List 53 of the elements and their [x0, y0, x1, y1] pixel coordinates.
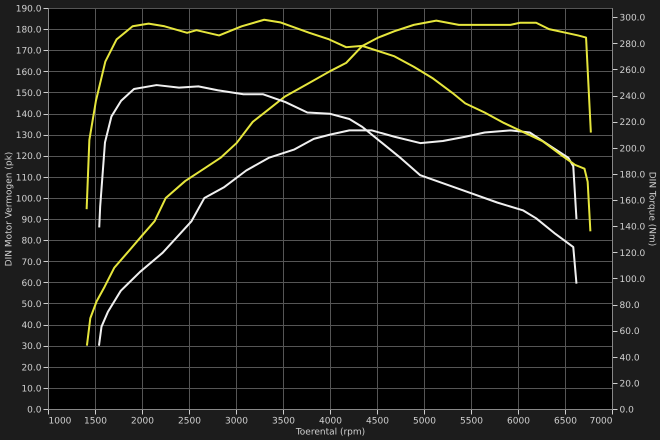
y-tick-label: 30.0	[21, 342, 42, 352]
y-tick-label: 90.0	[21, 216, 42, 226]
y-tick-label: 120.0	[16, 152, 42, 162]
y2-tick-label: 80.0	[620, 301, 640, 312]
x-axis-title: Toerental (rpm)	[294, 428, 366, 438]
y-axis-title: DIN Motor Vermogen (pk)	[4, 152, 15, 266]
x-tick-label: 6000	[507, 416, 530, 426]
y-tick-label: 170.0	[16, 46, 42, 57]
y2-tick-label: 160.0	[620, 196, 646, 207]
y2-tick-label: 220.0	[620, 118, 646, 128]
y-tick-label: 110.0	[16, 173, 42, 184]
y-tick-label: 50.0	[21, 300, 42, 310]
x-tick-label: 4500	[366, 416, 390, 426]
y2-tick-label: 180.0	[620, 170, 646, 180]
y-tick-label: 180.0	[16, 26, 42, 36]
x-tick-label: 5500	[460, 416, 484, 426]
y-tick-label: 150.0	[16, 88, 42, 99]
x-tick-label: 1500	[84, 416, 108, 426]
y-tick-label: 160.0	[16, 68, 42, 78]
y2-tick-label: 300.0	[620, 14, 646, 24]
y2-tick-label: 20.0	[620, 379, 640, 390]
x-tick-label: 2000	[131, 416, 154, 426]
y-tick-label: 40.0	[21, 321, 42, 332]
y2-tick-label: 240.0	[620, 92, 646, 102]
y2-tick-label: 140.0	[620, 222, 646, 233]
y-tick-label: 70.0	[21, 258, 42, 268]
y-tick-label: 80.0	[21, 236, 42, 247]
x-tick-label: 6500	[554, 416, 578, 426]
y2-tick-label: 100.0	[620, 274, 646, 285]
y2-tick-label: 280.0	[620, 40, 646, 50]
x-tick-label: 3500	[272, 416, 296, 426]
y-tick-label: 20.0	[21, 363, 42, 374]
x-tick-label: 1000	[48, 416, 72, 426]
y-tick-label: 190.0	[16, 4, 42, 14]
x-tick-label: 4000	[319, 416, 342, 426]
y-tick-label: 100.0	[16, 194, 42, 204]
y2-axis-title: DIN Torque (Nm)	[646, 172, 656, 246]
y-tick-label: 130.0	[16, 131, 42, 142]
line-series	[86, 20, 592, 347]
x-tick-label: 5000	[413, 416, 436, 426]
y-tick-label: 60.0	[21, 278, 42, 289]
y2-tick-label: 0.0	[620, 406, 634, 416]
y2-tick-label: 60.0	[620, 327, 640, 338]
y2-tick-label: 40.0	[620, 353, 640, 364]
x-tick-label: 2500	[178, 416, 202, 426]
y2-tick-label: 260.0	[620, 66, 646, 76]
y2-tick-label: 200.0	[620, 144, 646, 154]
x-tick-label: 3000	[225, 416, 248, 426]
x-tick-label: 7000	[590, 416, 613, 426]
y-tick-label: 0.0	[27, 406, 42, 416]
y2-tick-label: 120.0	[620, 248, 646, 259]
y-tick-label: 140.0	[16, 110, 42, 120]
y-tick-label: 10.0	[21, 384, 42, 394]
